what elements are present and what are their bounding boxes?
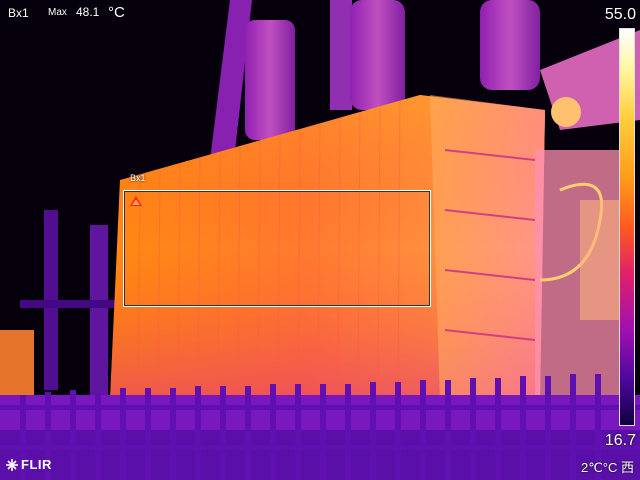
tank-fins — [137, 99, 401, 396]
hotspot-marker-inner — [132, 199, 140, 205]
flir-logo-text: FLIR — [21, 457, 52, 472]
fence — [0, 374, 640, 480]
scale-max-value: 55.0 — [604, 6, 636, 23]
roi-label: Bx1 — [130, 173, 146, 183]
scale-min-value: 16.7 — [604, 432, 636, 449]
max-label: Max — [48, 7, 67, 18]
temperature-unit: °C — [108, 4, 125, 21]
right-equipment — [535, 150, 620, 400]
flir-logo: FLIR — [6, 457, 52, 472]
color-scale-bar — [619, 28, 635, 426]
max-temperature-value: 48.1 — [76, 5, 100, 19]
hotspot-marker-icon — [130, 196, 142, 206]
measurement-box-roi[interactable] — [123, 190, 431, 307]
measurement-box-label: Bx1 — [8, 6, 29, 20]
footer-text: 2℃°C 西 — [580, 460, 634, 475]
tank-right-panel — [430, 95, 545, 400]
flir-snowflake-icon — [6, 458, 18, 471]
bushings — [210, 0, 640, 160]
